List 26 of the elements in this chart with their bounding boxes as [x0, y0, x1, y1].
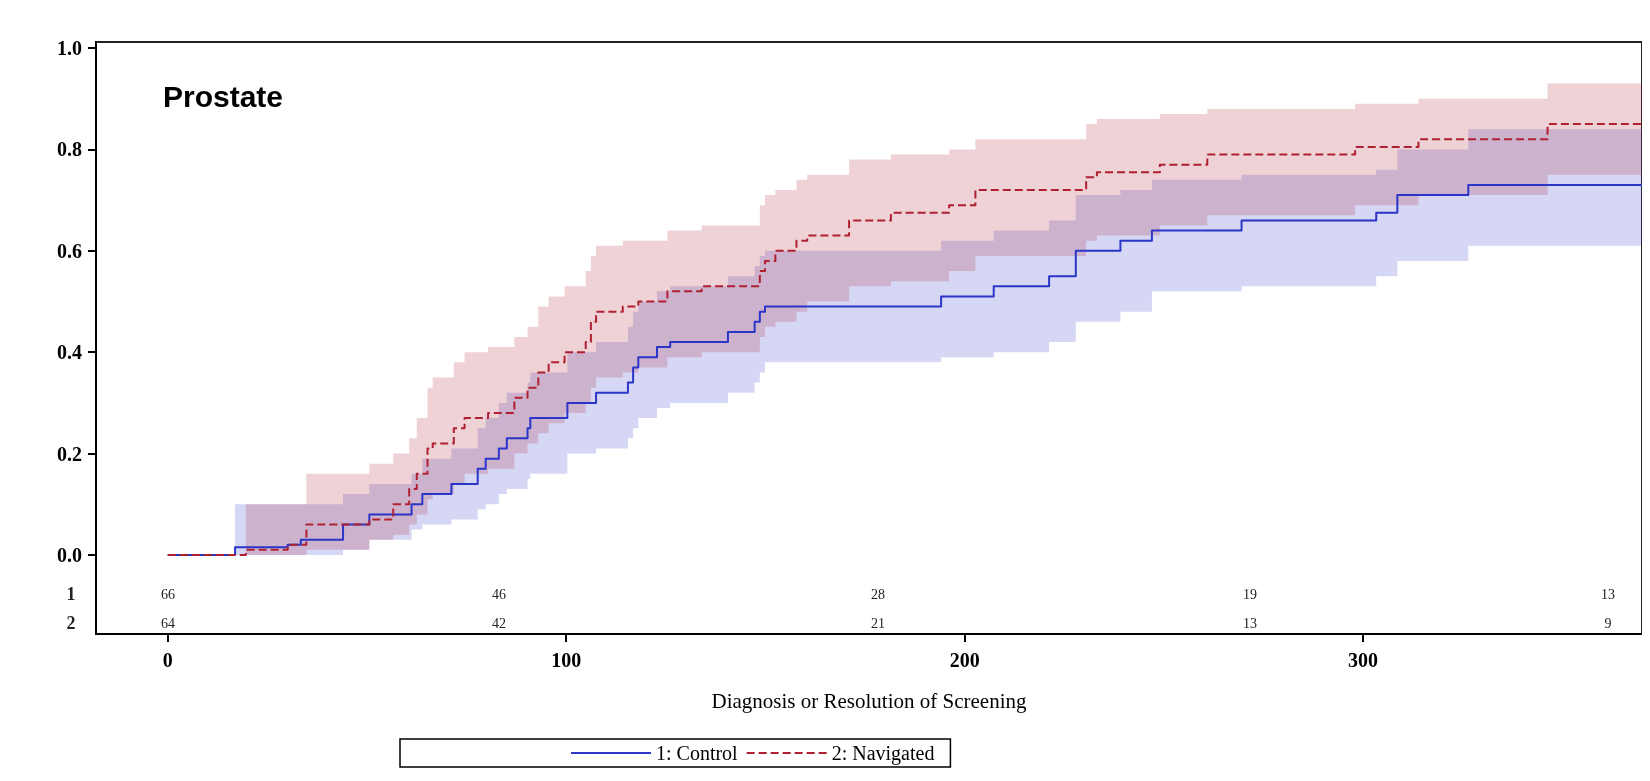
- text: 2: [66, 613, 76, 633]
- x-axis-title: Diagnosis or Resolution of Screening: [711, 688, 1027, 713]
- annotation: 66: [161, 586, 175, 602]
- annotation: 28: [871, 586, 885, 602]
- y-tick-label: 0.2: [57, 442, 82, 465]
- y-tick-label: 0.0: [57, 543, 82, 566]
- annotation: 13: [1601, 586, 1615, 602]
- text: Prostate: [163, 79, 284, 113]
- y-tick-label: 1.0: [57, 37, 82, 60]
- y-tick-label: 0.6: [57, 239, 82, 262]
- y-tick-label: 0.8: [57, 138, 82, 161]
- x-tick-label: 0: [162, 649, 173, 671]
- x-tick-label: 200: [949, 649, 980, 671]
- annotation: 21: [871, 615, 885, 631]
- annotation: 19: [1243, 586, 1257, 602]
- x-tick-label: 100: [551, 649, 582, 671]
- annotation: 46: [492, 586, 506, 602]
- legend-label: 2: Navigated: [831, 742, 935, 765]
- annotation: 64: [161, 615, 175, 631]
- annotation: 9: [1604, 615, 1612, 631]
- x-tick-label: 300: [1348, 649, 1379, 671]
- annotation: 42: [492, 615, 506, 631]
- y-tick-label: 0.4: [57, 341, 82, 364]
- annotation: 13: [1243, 615, 1257, 631]
- text: 1: [66, 584, 76, 604]
- legend-label: 1: Control: [656, 742, 739, 764]
